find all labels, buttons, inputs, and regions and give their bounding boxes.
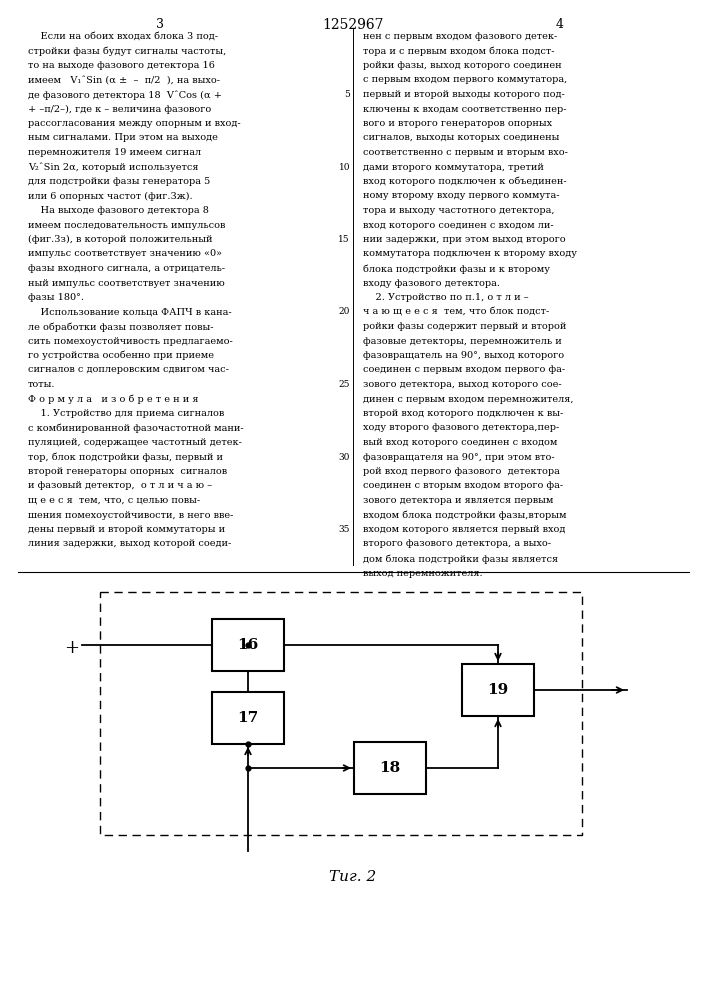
Text: 2. Устройство по п.1, о т л и –: 2. Устройство по п.1, о т л и – xyxy=(363,293,529,302)
Text: 18: 18 xyxy=(380,761,401,775)
Text: шения помехоустойчивости, в него вве-: шения помехоустойчивости, в него вве- xyxy=(28,510,233,520)
Text: зового детектора и является первым: зового детектора и является первым xyxy=(363,496,554,505)
Bar xyxy=(212,619,284,671)
Text: 3: 3 xyxy=(156,18,164,31)
Text: импульс соответствует значению «0»: импульс соответствует значению «0» xyxy=(28,249,222,258)
Text: 25: 25 xyxy=(339,380,350,389)
Text: тор, блок подстройки фазы, первый и: тор, блок подстройки фазы, первый и xyxy=(28,452,223,462)
Text: вход которого соединен с входом ли-: вход которого соединен с входом ли- xyxy=(363,221,554,230)
Text: тоты.: тоты. xyxy=(28,380,56,389)
Text: фазовращатель на 90°, выход которого: фазовращатель на 90°, выход которого xyxy=(363,351,564,360)
Text: го устройства особенно при приеме: го устройства особенно при приеме xyxy=(28,351,214,360)
Text: первый и второй выходы которого под-: первый и второй выходы которого под- xyxy=(363,90,565,99)
Text: 17: 17 xyxy=(238,711,259,725)
Text: ройки фазы содержит первый и второй: ройки фазы содержит первый и второй xyxy=(363,322,566,331)
Text: Использование кольца ФАПЧ в кана-: Использование кольца ФАПЧ в кана- xyxy=(28,308,232,316)
Text: рассогласования между опорным и вход-: рассогласования между опорным и вход- xyxy=(28,119,240,128)
Text: Ф о р м у л а   и з о б р е т е н и я: Ф о р м у л а и з о б р е т е н и я xyxy=(28,394,199,404)
Text: входом блока подстройки фазы,вторым: входом блока подстройки фазы,вторым xyxy=(363,510,566,520)
Text: тора и выходу частотного детектора,: тора и выходу частотного детектора, xyxy=(363,206,554,215)
Text: соединен с вторым входом второго фа-: соединен с вторым входом второго фа- xyxy=(363,482,563,490)
Text: или 6 опорных частот (фиг.3ж).: или 6 опорных частот (фиг.3ж). xyxy=(28,192,192,201)
Text: ному второму входу первого коммута-: ному второму входу первого коммута- xyxy=(363,192,559,200)
Text: фазовращателя на 90°, при этом вто-: фазовращателя на 90°, при этом вто- xyxy=(363,452,554,462)
Text: щ е е с я  тем, что, с целью повы-: щ е е с я тем, что, с целью повы- xyxy=(28,496,200,505)
Text: дом блока подстройки фазы является: дом блока подстройки фазы является xyxy=(363,554,558,564)
Bar xyxy=(462,664,534,716)
Text: сигналов с доплеровским сдвигом час-: сигналов с доплеровским сдвигом час- xyxy=(28,365,229,374)
Text: тора и с первым входом блока подст-: тора и с первым входом блока подст- xyxy=(363,46,554,56)
Text: сить помехоустойчивость предлагаемо-: сить помехоустойчивость предлагаемо- xyxy=(28,336,233,346)
Text: второй генераторы опорных  сигналов: второй генераторы опорных сигналов xyxy=(28,467,227,476)
Text: ходу второго фазового детектора,пер-: ходу второго фазового детектора,пер- xyxy=(363,424,559,432)
Text: нен с первым входом фазового детек-: нен с первым входом фазового детек- xyxy=(363,32,557,41)
Text: с первым входом первого коммутатора,: с первым входом первого коммутатора, xyxy=(363,76,567,85)
Text: де фазового детектора 18  VˆCos (α +: де фазового детектора 18 VˆCos (α + xyxy=(28,90,222,100)
Text: 1252967: 1252967 xyxy=(322,18,384,32)
Text: фазовые детекторы, перемножитель и: фазовые детекторы, перемножитель и xyxy=(363,336,562,346)
Text: ный импульс соответствует значению: ный импульс соответствует значению xyxy=(28,278,225,288)
Text: V₂ˆSin 2α, который используется: V₂ˆSin 2α, который используется xyxy=(28,162,199,172)
Text: +: + xyxy=(64,639,79,657)
Text: + –π/2–), где κ – величина фазового: + –π/2–), где κ – величина фазового xyxy=(28,104,211,114)
Text: вый вход которого соединен с входом: вый вход которого соединен с входом xyxy=(363,438,557,447)
Text: входом которого является первый вход: входом которого является первый вход xyxy=(363,525,566,534)
Text: дены первый и второй коммутаторы и: дены первый и второй коммутаторы и xyxy=(28,525,225,534)
Text: имеем   V₁ˆSin (α ±  –  π/2  ), на выхо-: имеем V₁ˆSin (α ± – π/2 ), на выхо- xyxy=(28,76,220,85)
Text: ле обработки фазы позволяет повы-: ле обработки фазы позволяет повы- xyxy=(28,322,214,332)
Text: 5: 5 xyxy=(344,90,350,99)
Text: соединен с первым входом первого фа-: соединен с первым входом первого фа- xyxy=(363,365,565,374)
Text: 4: 4 xyxy=(556,18,564,31)
Text: 20: 20 xyxy=(339,308,350,316)
Text: вход которого подключен к объединен-: вход которого подключен к объединен- xyxy=(363,177,566,186)
Text: перемножителя 19 имеем сигнал: перемножителя 19 имеем сигнал xyxy=(28,148,201,157)
Text: соответственно с первым и вторым вхо-: соответственно с первым и вторым вхо- xyxy=(363,148,568,157)
Text: динен с первым входом перемножителя,: динен с первым входом перемножителя, xyxy=(363,394,573,403)
Text: 10: 10 xyxy=(339,162,350,172)
Text: входу фазового детектора.: входу фазового детектора. xyxy=(363,278,500,288)
Text: Τиг. 2: Τиг. 2 xyxy=(329,870,377,884)
Text: то на выходе фазового детектора 16: то на выходе фазового детектора 16 xyxy=(28,61,215,70)
Text: блока подстройки фазы и к второму: блока подстройки фазы и к второму xyxy=(363,264,550,273)
Text: ч а ю щ е е с я  тем, что блок подст-: ч а ю щ е е с я тем, что блок подст- xyxy=(363,308,549,316)
Text: Если на обоих входах блока 3 под-: Если на обоих входах блока 3 под- xyxy=(28,32,218,41)
Text: для подстройки фазы генератора 5: для подстройки фазы генератора 5 xyxy=(28,177,210,186)
Text: 16: 16 xyxy=(238,638,259,652)
Text: 19: 19 xyxy=(487,683,508,697)
Text: 30: 30 xyxy=(339,452,350,462)
Text: зового детектора, выход которого сое-: зового детектора, выход которого сое- xyxy=(363,380,561,389)
Text: (фиг.3з), в которой положительный: (фиг.3з), в которой положительный xyxy=(28,235,213,244)
Text: пуляцией, содержащее частотный детек-: пуляцией, содержащее частотный детек- xyxy=(28,438,242,447)
Bar xyxy=(354,742,426,794)
Text: 35: 35 xyxy=(339,525,350,534)
Bar xyxy=(212,692,284,744)
Text: На выходе фазового детектора 8: На выходе фазового детектора 8 xyxy=(28,206,209,215)
Text: второго фазового детектора, а выхо-: второго фазового детектора, а выхо- xyxy=(363,540,551,548)
Text: второй вход которого подключен к вы-: второй вход которого подключен к вы- xyxy=(363,409,563,418)
Text: дами второго коммутатора, третий: дами второго коммутатора, третий xyxy=(363,162,544,172)
Text: фазы входного сигнала, а отрицатель-: фазы входного сигнала, а отрицатель- xyxy=(28,264,225,273)
Text: имеем последовательность импульсов: имеем последовательность импульсов xyxy=(28,221,226,230)
Text: 1. Устройство для приема сигналов: 1. Устройство для приема сигналов xyxy=(28,409,224,418)
Text: ройки фазы, выход которого соединен: ройки фазы, выход которого соединен xyxy=(363,61,561,70)
Text: ным сигналами. При этом на выходе: ным сигналами. При этом на выходе xyxy=(28,133,218,142)
Text: выход перемножителя.: выход перемножителя. xyxy=(363,568,483,578)
Text: рой вход первого фазового  детектора: рой вход первого фазового детектора xyxy=(363,467,560,476)
Text: вого и второго генераторов опорных: вого и второго генераторов опорных xyxy=(363,119,552,128)
Text: стройки фазы будут сигналы частоты,: стройки фазы будут сигналы частоты, xyxy=(28,46,226,56)
Text: 15: 15 xyxy=(339,235,350,244)
Text: фазы 180°.: фазы 180°. xyxy=(28,293,84,302)
Text: ключены к входам соответственно пер-: ключены к входам соответственно пер- xyxy=(363,104,566,113)
Text: коммутатора подключен к второму входу: коммутатора подключен к второму входу xyxy=(363,249,577,258)
Text: нии задержки, при этом выход второго: нии задержки, при этом выход второго xyxy=(363,235,566,244)
Text: линия задержки, выход которой соеди-: линия задержки, выход которой соеди- xyxy=(28,540,231,548)
Text: и фазовый детектор,  о т л и ч а ю –: и фазовый детектор, о т л и ч а ю – xyxy=(28,482,212,490)
Text: с комбинированной фазочастотной мани-: с комбинированной фазочастотной мани- xyxy=(28,424,244,433)
Text: сигналов, выходы которых соединены: сигналов, выходы которых соединены xyxy=(363,133,559,142)
